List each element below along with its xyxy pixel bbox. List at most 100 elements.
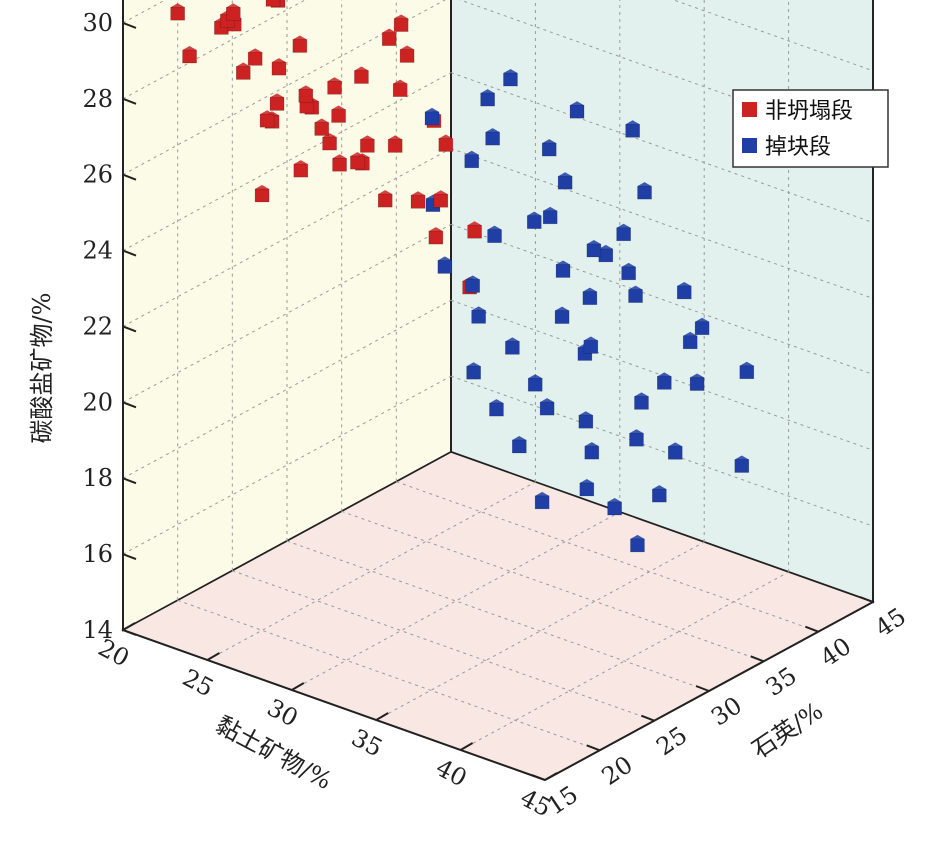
legend-marker-non-collapse <box>742 102 757 117</box>
data-point-falling-block <box>586 240 602 258</box>
point-marker <box>392 83 408 97</box>
data-point-non-collapse <box>354 66 369 84</box>
floor-gridline <box>341 510 764 662</box>
point-marker <box>652 488 667 503</box>
data-point-non-collapse <box>314 118 330 136</box>
point-marker <box>235 66 251 80</box>
point-marker <box>322 136 337 151</box>
data-point-falling-block <box>579 478 595 497</box>
z-axis-tick <box>122 21 137 29</box>
data-point-non-collapse <box>381 28 397 46</box>
x-tick-label: 30 <box>262 693 302 732</box>
data-point-falling-block <box>694 317 710 336</box>
point-marker <box>630 538 645 553</box>
data-point-falling-block <box>534 491 550 510</box>
data-point-falling-block <box>598 244 614 263</box>
legend-label-falling-block: 掉块段 <box>765 135 831 160</box>
z-tick-label: 18 <box>82 464 113 492</box>
y-tick-label: 30 <box>706 691 747 731</box>
data-point-non-collapse <box>433 190 449 208</box>
right-wall-gridline <box>672 0 874 72</box>
point-marker <box>377 193 393 208</box>
point-marker <box>437 260 453 274</box>
y-axis-tick <box>695 685 710 692</box>
data-point-non-collapse <box>399 45 415 63</box>
y-axis-tick <box>586 744 601 752</box>
data-point-non-collapse <box>247 48 263 66</box>
data-point-falling-block <box>503 69 518 87</box>
data-point-non-collapse <box>332 154 347 172</box>
point-marker <box>259 113 275 128</box>
point-marker <box>555 264 571 278</box>
data-point-falling-block <box>505 337 520 355</box>
data-point-falling-block <box>607 498 622 516</box>
point-marker <box>298 89 314 103</box>
point-marker <box>621 266 636 281</box>
point-marker <box>734 459 750 473</box>
data-point-falling-block <box>584 442 600 460</box>
point-marker <box>480 92 495 107</box>
point-marker <box>464 154 480 169</box>
data-point-falling-block <box>652 485 667 503</box>
data-point-non-collapse <box>410 191 426 209</box>
point-marker <box>557 175 573 190</box>
point-marker <box>354 70 369 84</box>
point-marker <box>616 227 631 242</box>
legend-label-non-collapse: 非坍塌段 <box>765 99 853 124</box>
data-point-falling-block <box>466 362 481 380</box>
legend-box <box>732 89 889 168</box>
data-point-non-collapse <box>271 58 287 76</box>
y-axis-title: 石英/% <box>747 697 828 764</box>
floor-gridline <box>291 511 621 691</box>
data-point-falling-block <box>630 534 645 553</box>
right-wall-gridline <box>450 299 874 451</box>
y-axis-tick <box>750 655 765 663</box>
x-axis-tick <box>460 742 474 751</box>
data-points <box>170 0 755 553</box>
data-point-non-collapse <box>393 14 409 32</box>
floor-gridline <box>460 571 789 751</box>
data-point-non-collapse <box>254 184 270 203</box>
y-tick-label: 45 <box>870 602 911 642</box>
point-marker <box>331 109 346 123</box>
point-marker <box>539 401 555 416</box>
point-marker <box>682 335 698 350</box>
left-wall-gridline <box>122 375 452 555</box>
point-marker <box>293 163 309 178</box>
point-marker <box>350 155 365 170</box>
point-marker <box>739 365 755 380</box>
z-tick-label: 26 <box>82 161 113 189</box>
left-wall-gridline <box>122 223 452 403</box>
point-marker <box>526 215 542 229</box>
point-marker <box>505 341 520 355</box>
data-point-non-collapse <box>438 134 454 152</box>
z-axis-tick <box>122 325 137 333</box>
data-point-falling-block <box>637 182 652 200</box>
floor-gridline <box>375 541 705 721</box>
floor-gridline <box>232 570 655 722</box>
data-point-falling-block <box>480 89 495 107</box>
data-point-falling-block <box>487 225 502 243</box>
floor-gridline <box>177 599 600 751</box>
point-marker <box>265 0 281 7</box>
y-tick-label: 35 <box>761 662 802 702</box>
point-marker <box>578 414 594 429</box>
data-point-falling-block <box>465 275 480 293</box>
data-point-falling-block <box>629 429 644 447</box>
z-axis-tick <box>122 401 137 409</box>
data-point-falling-block <box>676 281 692 300</box>
x-axis-tick <box>122 622 136 631</box>
point-marker <box>637 185 652 200</box>
data-point-falling-block <box>541 139 557 157</box>
z-tick-label: 28 <box>82 85 113 113</box>
z-axis-tick <box>122 173 137 181</box>
data-point-falling-block <box>657 372 672 390</box>
point-marker <box>694 321 710 336</box>
point-marker <box>667 446 683 460</box>
data-point-falling-block <box>557 172 573 190</box>
right-wall-gridline <box>450 223 874 375</box>
point-marker <box>247 52 263 66</box>
floor-gridline <box>207 481 536 661</box>
data-point-non-collapse <box>428 227 444 245</box>
